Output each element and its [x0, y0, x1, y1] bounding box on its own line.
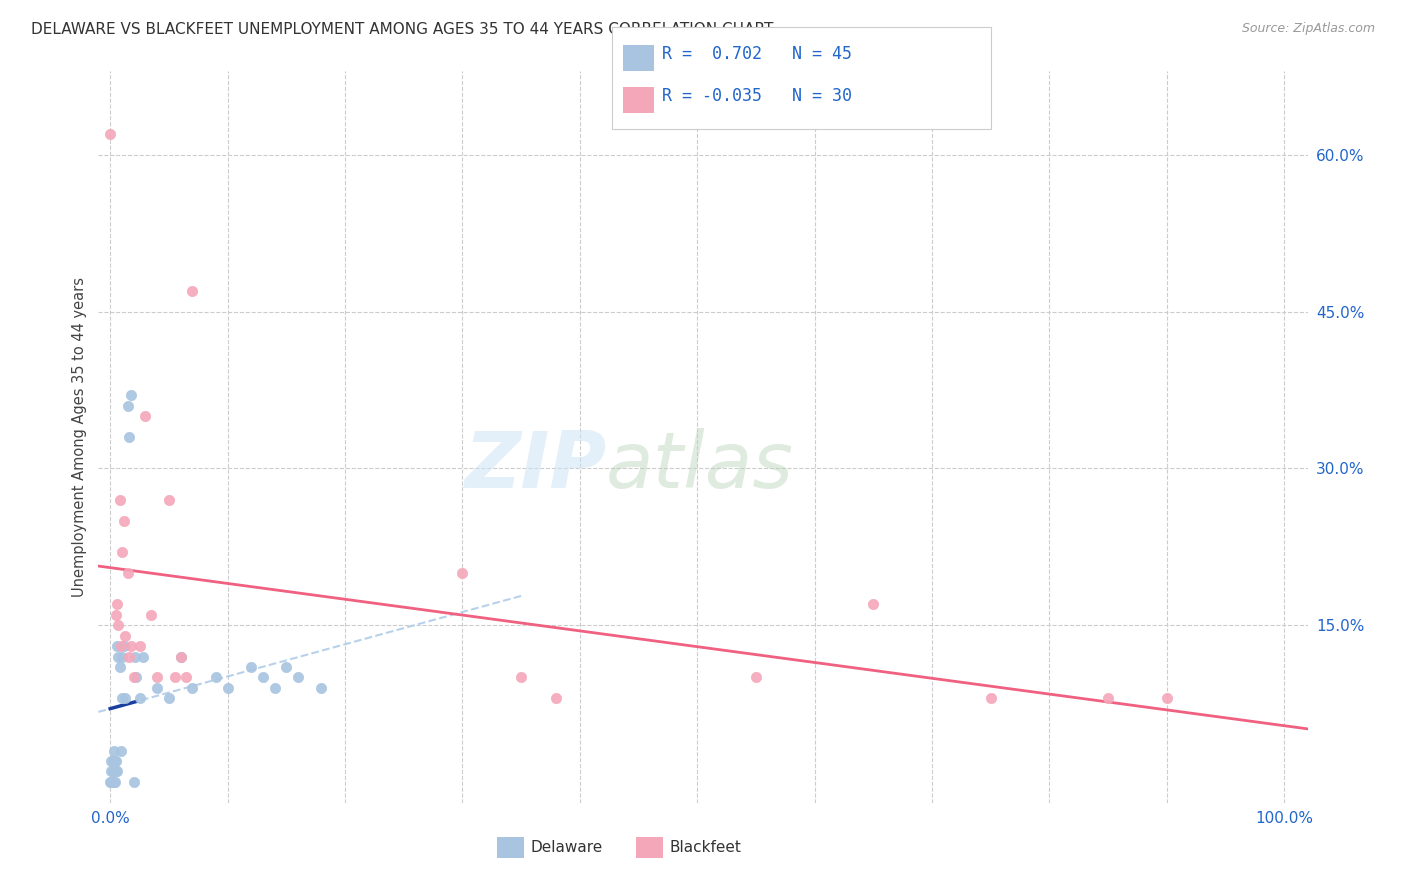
Point: [125, 670, 148, 684]
Point: [110, 743, 132, 757]
Point: [122, 775, 145, 789]
Point: [101, 754, 124, 768]
Point: [980, 691, 1002, 706]
Point: [176, 670, 198, 684]
Point: [100, 775, 122, 789]
Point: [108, 660, 131, 674]
Point: [128, 639, 150, 653]
Point: [114, 629, 136, 643]
Point: [120, 639, 142, 653]
Point: [124, 649, 146, 664]
Point: [98, 775, 121, 789]
Point: [114, 691, 136, 706]
Point: [311, 681, 333, 695]
Point: [105, 597, 128, 611]
Text: R = -0.035   N = 30: R = -0.035 N = 30: [662, 87, 852, 104]
Point: [98, 127, 121, 141]
Text: ZIP: ZIP: [464, 428, 606, 504]
Point: [111, 649, 134, 664]
Point: [546, 691, 568, 706]
Point: [120, 388, 142, 402]
Point: [118, 430, 141, 444]
Point: [117, 566, 139, 580]
Point: [110, 639, 132, 653]
FancyBboxPatch shape: [637, 838, 664, 858]
Point: [103, 764, 125, 779]
Point: [100, 754, 122, 768]
Text: Source: ZipAtlas.com: Source: ZipAtlas.com: [1241, 22, 1375, 36]
Point: [105, 639, 128, 653]
Text: R =  0.702   N = 45: R = 0.702 N = 45: [662, 45, 852, 62]
Point: [117, 399, 139, 413]
Point: [181, 681, 204, 695]
Point: [104, 754, 127, 768]
Point: [240, 660, 263, 674]
Point: [204, 670, 226, 684]
Point: [146, 670, 169, 684]
Point: [105, 754, 128, 768]
Point: [118, 649, 141, 664]
Point: [169, 649, 191, 664]
Point: [101, 775, 124, 789]
FancyBboxPatch shape: [498, 838, 524, 858]
Point: [132, 649, 155, 664]
Point: [287, 670, 309, 684]
Point: [141, 607, 163, 622]
Point: [105, 764, 128, 779]
Point: [181, 284, 204, 298]
Point: [451, 566, 474, 580]
Point: [157, 492, 180, 507]
Point: [122, 670, 145, 684]
Point: [112, 514, 135, 528]
Point: [112, 639, 135, 653]
Y-axis label: Unemployment Among Ages 35 to 44 years: Unemployment Among Ages 35 to 44 years: [72, 277, 87, 597]
Text: Delaware: Delaware: [530, 840, 602, 855]
Point: [111, 691, 134, 706]
Point: [157, 691, 180, 706]
Point: [146, 681, 169, 695]
Point: [745, 670, 768, 684]
Point: [862, 597, 884, 611]
Point: [104, 775, 127, 789]
Point: [510, 670, 533, 684]
Point: [163, 670, 186, 684]
Point: [103, 775, 125, 789]
Text: atlas: atlas: [606, 428, 794, 504]
Point: [101, 764, 124, 779]
Point: [107, 618, 129, 632]
Point: [1156, 691, 1178, 706]
Point: [100, 764, 122, 779]
Point: [263, 681, 285, 695]
Point: [103, 754, 125, 768]
Point: [104, 764, 127, 779]
Point: [111, 545, 134, 559]
Point: [169, 649, 191, 664]
Point: [107, 649, 129, 664]
Point: [103, 743, 125, 757]
Point: [105, 764, 128, 779]
Point: [252, 670, 274, 684]
Point: [128, 691, 150, 706]
Point: [105, 607, 128, 622]
Point: [276, 660, 298, 674]
Point: [217, 681, 239, 695]
Point: [108, 492, 131, 507]
Point: [1097, 691, 1119, 706]
Text: DELAWARE VS BLACKFEET UNEMPLOYMENT AMONG AGES 35 TO 44 YEARS CORRELATION CHART: DELAWARE VS BLACKFEET UNEMPLOYMENT AMONG…: [31, 22, 773, 37]
Point: [134, 409, 156, 424]
Text: Blackfeet: Blackfeet: [669, 840, 741, 855]
